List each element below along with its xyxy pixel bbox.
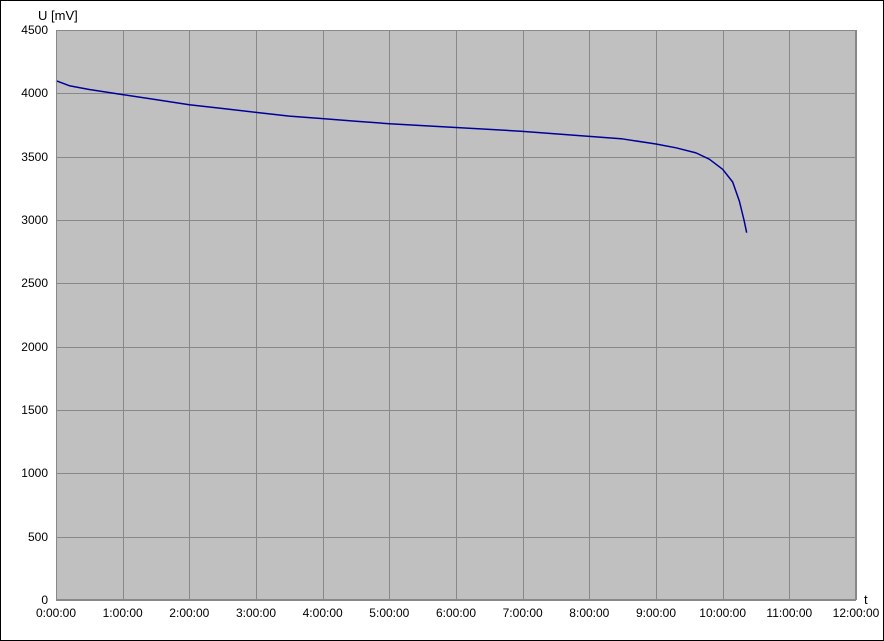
x-tick-label: 3:00:00 [236, 606, 276, 620]
series-voltage [56, 81, 747, 233]
y-tick-label: 1500 [0, 403, 48, 417]
x-tick-label: 9:00:00 [636, 606, 676, 620]
y-tick-label: 2000 [0, 340, 48, 354]
y-tick-label: 500 [0, 530, 48, 544]
x-tick-label: 4:00:00 [303, 606, 343, 620]
x-tick-label: 11:00:00 [766, 606, 812, 620]
data-series-svg [56, 30, 856, 600]
x-tick-label: 6:00:00 [436, 606, 476, 620]
y-tick-label: 2500 [0, 276, 48, 290]
y-tick-label: 4500 [0, 23, 48, 37]
x-tick-label: 10:00:00 [699, 606, 746, 620]
y-tick-label: 0 [0, 593, 48, 607]
x-tick-label: 2:00:00 [169, 606, 209, 620]
chart-container: 0:00:00 1:00:00 2:00:00 3:00:00 4:00:00 5:00:… [0, 0, 884, 641]
grid-line-horizontal [56, 600, 856, 601]
y-tick-label: 3000 [0, 213, 48, 227]
y-tick-label: 1000 [0, 466, 48, 480]
x-tick-label: 8:00:00 [569, 606, 609, 620]
y-axis-title: U [mV] [38, 8, 78, 23]
plot-area [56, 30, 856, 600]
y-tick-label: 4000 [0, 86, 48, 100]
x-tick-label: 5:00:00 [369, 606, 409, 620]
x-axis-title: t [864, 592, 868, 607]
x-tick-label: 1:00:00 [103, 606, 143, 620]
y-tick-label: 3500 [0, 150, 48, 164]
x-tick-label: 12:00:00 [833, 606, 880, 620]
grid-line-vertical [856, 30, 857, 600]
x-tick-label: 7:00:00 [503, 606, 543, 620]
x-tick-label: 0:00:00 [36, 606, 76, 620]
